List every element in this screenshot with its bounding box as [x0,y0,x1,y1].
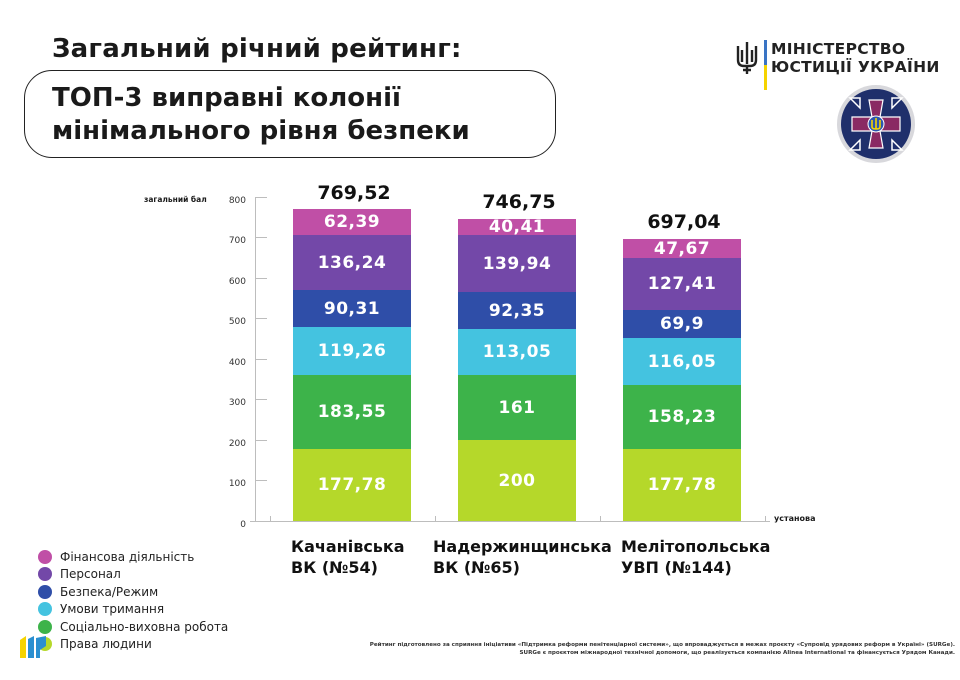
flag-bar [764,40,767,90]
subtitle-frame [24,70,556,158]
stacked-bar: 200 161 113,05 92,35 139,94 40,41 [458,217,576,521]
segment-finance: 47,67 [623,239,741,259]
legend: Фінансова діяльність Персонал Безпека/Ре… [38,548,228,653]
legend-item-human-rights: Права людини [38,636,228,654]
footnote-line-1: Рейтинг підготовлено за сприяння ініціат… [369,642,955,648]
legend-dot-icon [38,619,52,634]
y-tick [255,440,267,441]
legend-item-finance: Фінансова діяльність [38,548,228,566]
segment-personnel: 139,94 [458,235,576,292]
penitentiary-emblem-icon [837,85,915,163]
legend-item-conditions: Умови тримання [38,601,228,619]
y-tick-label: 800 [228,196,246,206]
initiative-logo-icon [20,636,46,658]
legend-dot-icon [38,549,52,564]
chart-subtitle: ТОП-3 виправні колонії мінімального рівн… [52,82,470,148]
segment-human-rights: 200 [458,440,576,521]
subtitle-line-2: мінімального рівня безпеки [52,116,470,146]
category-label: Надержинщинська ВК (№65) [433,537,612,577]
legend-item-personnel: Персонал [38,566,228,584]
segment-human-rights: 177,78 [293,449,411,521]
x-tick [600,516,601,522]
segment-social-work: 158,23 [623,385,741,449]
legend-dot-icon [38,602,52,617]
subtitle-line-1: ТОП-3 виправні колонії [52,83,401,113]
footnote-line-2: SURGe є проєктом міжнародної технічної д… [519,650,955,656]
x-tick [435,516,436,522]
bar-total: 746,75 [482,191,556,213]
stacked-bar: 177,78 158,23 116,05 69,9 127,41 47,67 [623,239,741,521]
y-tick [255,399,267,400]
segment-finance: 40,41 [458,217,576,237]
y-tick [255,197,267,198]
segment-personnel: 136,24 [293,235,411,290]
category-label: Мелітопольська УВП (№144) [621,537,771,577]
x-axis [250,521,770,522]
y-axis-label: загальний бал [144,195,207,204]
y-tick [255,480,267,481]
segment-social-work: 183,55 [293,375,411,449]
y-tick [255,278,267,279]
bar-total: 697,04 [647,211,721,233]
ministry-line-2: ЮСТИЦІЇ УКРАЇНИ [771,58,940,76]
y-tick-label: 600 [228,277,246,287]
ministry-line-1: МІНІСТЕРСТВО [771,40,906,58]
x-axis-label: установа [774,514,816,523]
y-tick [255,359,267,360]
segment-human-rights: 177,78 [623,449,741,521]
stacked-bar: 177,78 183,55 119,26 90,31 136,24 62,39 [293,209,411,521]
segment-conditions: 119,26 [293,327,411,375]
legend-item-social-work: Соціально-виховна робота [38,618,228,636]
segment-personnel: 127,41 [623,258,741,310]
trident-icon [736,42,758,74]
bar-total: 769,52 [317,182,391,204]
segment-security: 92,35 [458,292,576,329]
segment-conditions: 116,05 [623,338,741,385]
y-tick [255,318,267,319]
y-tick-label: 0 [240,520,246,530]
y-tick-label: 500 [228,317,246,327]
segment-security: 69,9 [623,310,741,338]
x-tick [270,516,271,522]
segment-finance: 62,39 [293,209,411,235]
y-tick-label: 100 [228,479,246,489]
chart-title: Загальний річний рейтинг: [52,34,462,64]
y-tick-label: 700 [228,236,246,246]
segment-conditions: 113,05 [458,329,576,375]
legend-dot-icon [38,584,52,599]
y-tick-label: 300 [228,398,246,408]
x-tick [765,516,766,522]
segment-security: 90,31 [293,290,411,327]
ministry-logo: МІНІСТЕРСТВО ЮСТИЦІЇ УКРАЇНИ [736,40,940,90]
y-tick [255,237,267,238]
y-tick-label: 200 [228,439,246,449]
legend-dot-icon [38,567,52,582]
segment-social-work: 161 [458,375,576,440]
y-tick-label: 400 [228,358,246,368]
legend-item-security: Безпека/Режим [38,583,228,601]
footnote: Рейтинг підготовлено за сприяння ініціат… [340,641,955,657]
category-label: Качанівська ВК (№54) [291,537,405,577]
